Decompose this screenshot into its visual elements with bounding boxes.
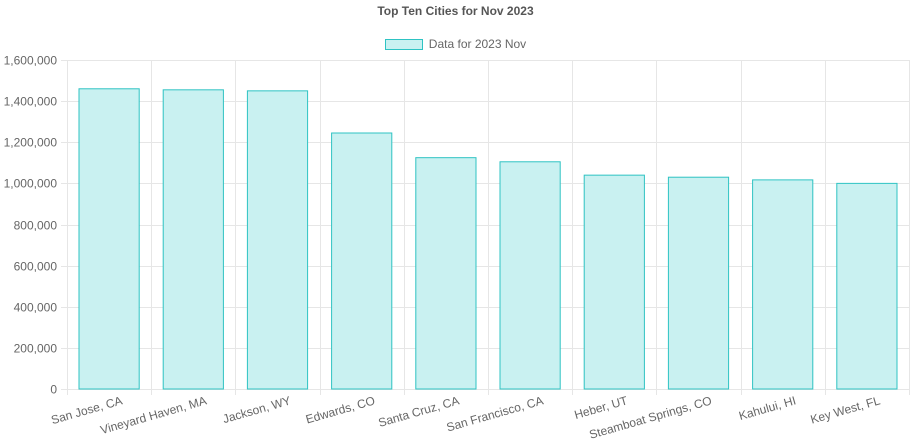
bar[interactable] — [836, 182, 898, 390]
bar[interactable] — [499, 161, 561, 390]
bar[interactable] — [583, 174, 645, 390]
x-tick-label: Key West, FL — [809, 393, 882, 426]
y-tick-label: 0 — [50, 383, 57, 397]
x-tick-label: Kahului, HI — [737, 393, 797, 423]
x-tick-label: San Francisco, CA — [445, 393, 545, 434]
bar[interactable] — [78, 88, 140, 390]
y-tick-label: 800,000 — [14, 219, 58, 233]
x-tick-label: Heber, UT — [573, 393, 630, 422]
bar[interactable] — [415, 157, 477, 390]
y-tick-label: 200,000 — [14, 342, 58, 356]
bars — [78, 88, 898, 390]
y-tick-label: 1,200,000 — [4, 136, 58, 150]
chart-title: Top Ten Cities for Nov 2023 — [377, 4, 534, 18]
bar[interactable] — [752, 179, 814, 390]
y-tick-label: 600,000 — [14, 260, 58, 274]
legend[interactable]: Data for 2023 Nov — [0, 37, 911, 51]
y-tick-label: 1,600,000 — [4, 54, 58, 68]
bar[interactable] — [331, 132, 393, 390]
y-tick-label: 1,400,000 — [4, 95, 58, 109]
x-tick-label: Edwards, CO — [304, 393, 376, 426]
x-tick-label: Jackson, WY — [221, 393, 292, 426]
y-tick-label: 400,000 — [14, 301, 58, 315]
y-tick-label: 1,000,000 — [4, 177, 58, 191]
legend-swatch — [384, 39, 423, 50]
bar[interactable] — [162, 89, 224, 390]
legend-label: Data for 2023 Nov — [428, 37, 527, 51]
bar[interactable] — [667, 176, 730, 390]
bar[interactable] — [246, 90, 309, 390]
